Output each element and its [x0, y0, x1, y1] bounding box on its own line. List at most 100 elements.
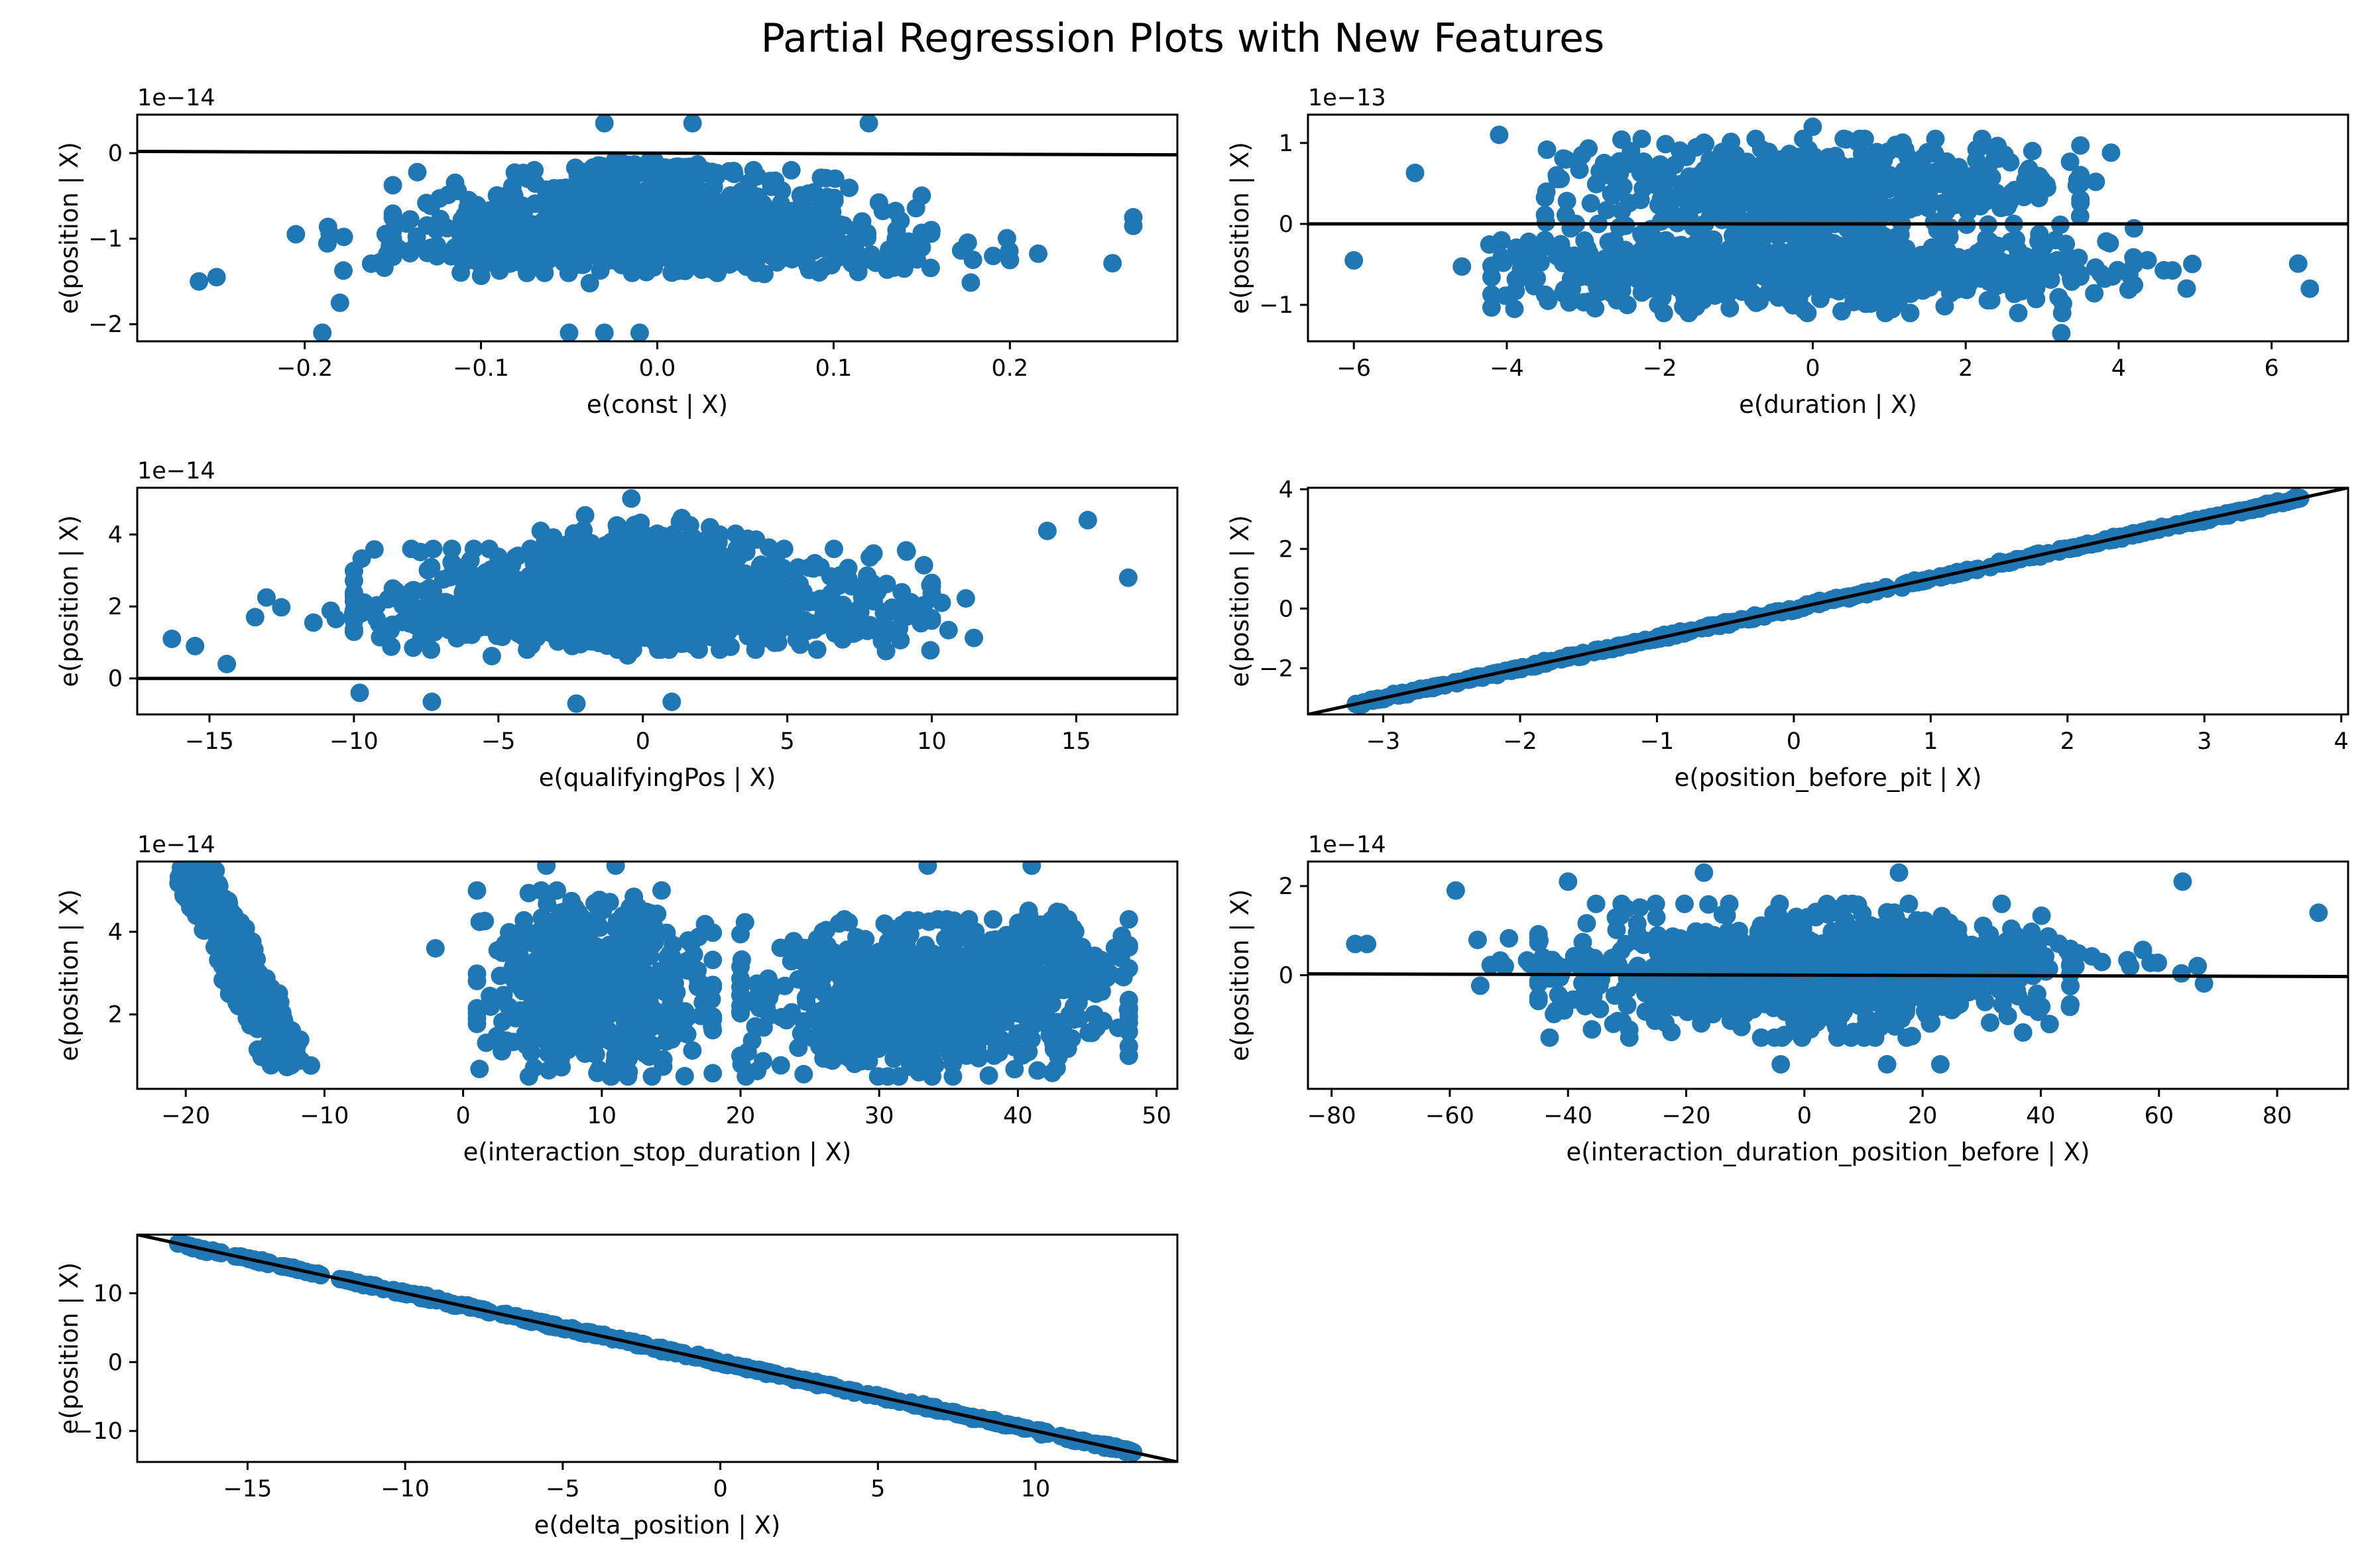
- data-point: [1482, 285, 1501, 304]
- data-point: [548, 881, 566, 900]
- data-point: [739, 530, 757, 548]
- data-point: [318, 217, 337, 237]
- y-tick-label: −2: [88, 311, 123, 338]
- data-point: [485, 580, 504, 599]
- data-point: [2288, 254, 2308, 273]
- data-point: [1632, 129, 1651, 148]
- data-point: [272, 598, 291, 617]
- data-point: [1935, 297, 1954, 316]
- data-point: [1602, 184, 1621, 203]
- data-point: [600, 215, 619, 234]
- y-tick-label: 0: [1279, 596, 1293, 622]
- data-point: [572, 983, 591, 1003]
- y-tick-label: 0: [108, 140, 123, 167]
- x-tick-label: −10: [329, 728, 379, 755]
- data-point: [891, 631, 910, 649]
- data-point: [1405, 163, 1425, 182]
- data-point: [431, 209, 450, 229]
- data-point: [1651, 155, 1669, 174]
- x-tick-label: 4: [2334, 728, 2349, 755]
- data-point: [594, 184, 613, 203]
- data-point: [1859, 201, 1878, 219]
- data-point: [703, 923, 723, 942]
- data-point: [1599, 251, 1618, 270]
- data-point: [463, 242, 482, 261]
- data-point: [1962, 262, 1981, 281]
- data-point: [479, 610, 498, 629]
- y-tick-label: 2: [108, 594, 123, 620]
- data-point: [597, 609, 617, 628]
- data-point: [1828, 201, 1847, 220]
- data-point: [1704, 281, 1722, 300]
- data-point: [585, 999, 604, 1019]
- data-point: [886, 201, 905, 221]
- x-tick-label: −2: [1503, 728, 1537, 755]
- data-point: [442, 539, 461, 559]
- data-point: [2001, 233, 2020, 251]
- data-point: [564, 524, 583, 543]
- data-point: [876, 642, 896, 661]
- fit-line: [1308, 488, 2348, 714]
- data-point: [703, 1064, 723, 1083]
- data-point: [626, 942, 646, 961]
- data-point: [912, 223, 931, 243]
- x-tick-label: 0.2: [992, 355, 1029, 382]
- data-point: [540, 1001, 560, 1021]
- data-point: [620, 902, 639, 921]
- data-point: [510, 946, 529, 966]
- data-point: [1649, 295, 1668, 314]
- data-point: [2124, 248, 2143, 267]
- data-point: [664, 163, 683, 182]
- data-point: [186, 636, 205, 655]
- data-point: [482, 647, 501, 665]
- data-point: [467, 881, 487, 900]
- data-point: [706, 610, 725, 629]
- data-point: [481, 241, 501, 260]
- data-point: [713, 546, 732, 565]
- data-point: [601, 1067, 621, 1086]
- data-point: [662, 693, 681, 711]
- data-point: [1618, 149, 1637, 168]
- data-point: [914, 596, 933, 615]
- data-point: [1527, 269, 1547, 288]
- y-tick-label: 4: [1279, 476, 1293, 503]
- data-point: [703, 950, 723, 970]
- y-axis-label: e(position | X): [1226, 515, 1254, 687]
- y-offset-multiplier: 1e−14: [137, 85, 215, 111]
- data-point: [519, 883, 538, 903]
- data-point: [1029, 964, 1048, 982]
- data-point: [467, 999, 487, 1018]
- data-point: [1344, 251, 1364, 270]
- data-point: [1922, 238, 1942, 257]
- data-point: [2071, 174, 2090, 193]
- data-point: [546, 960, 565, 980]
- data-point: [1124, 216, 1143, 235]
- data-point: [1570, 160, 1589, 180]
- data-point: [568, 627, 587, 646]
- data-point: [491, 966, 510, 985]
- data-point: [1600, 267, 1619, 286]
- data-point: [622, 263, 642, 282]
- data-point: [617, 1029, 636, 1048]
- x-axis-label: e(const | X): [587, 390, 728, 419]
- subplot-1: −0.2 −0.1 0.0 0.1 0.20−1−2e(const | X)e(posi…: [55, 85, 1179, 419]
- data-point: [825, 169, 845, 188]
- data-point: [459, 585, 479, 604]
- data-point: [718, 248, 737, 267]
- data-point: [396, 598, 416, 617]
- data-point: [817, 188, 837, 207]
- data-point: [1574, 293, 1594, 312]
- y-offset-multiplier: 1e−14: [137, 458, 215, 484]
- x-tick-label: −15: [185, 728, 234, 755]
- data-point: [1692, 192, 1712, 211]
- data-point: [1629, 268, 1649, 288]
- data-point: [2031, 269, 2050, 288]
- data-point: [597, 636, 617, 655]
- data-point: [894, 259, 914, 278]
- data-point: [257, 588, 276, 607]
- data-point: [735, 245, 754, 264]
- data-point: [735, 564, 754, 583]
- data-point: [343, 604, 363, 623]
- data-point: [787, 630, 806, 649]
